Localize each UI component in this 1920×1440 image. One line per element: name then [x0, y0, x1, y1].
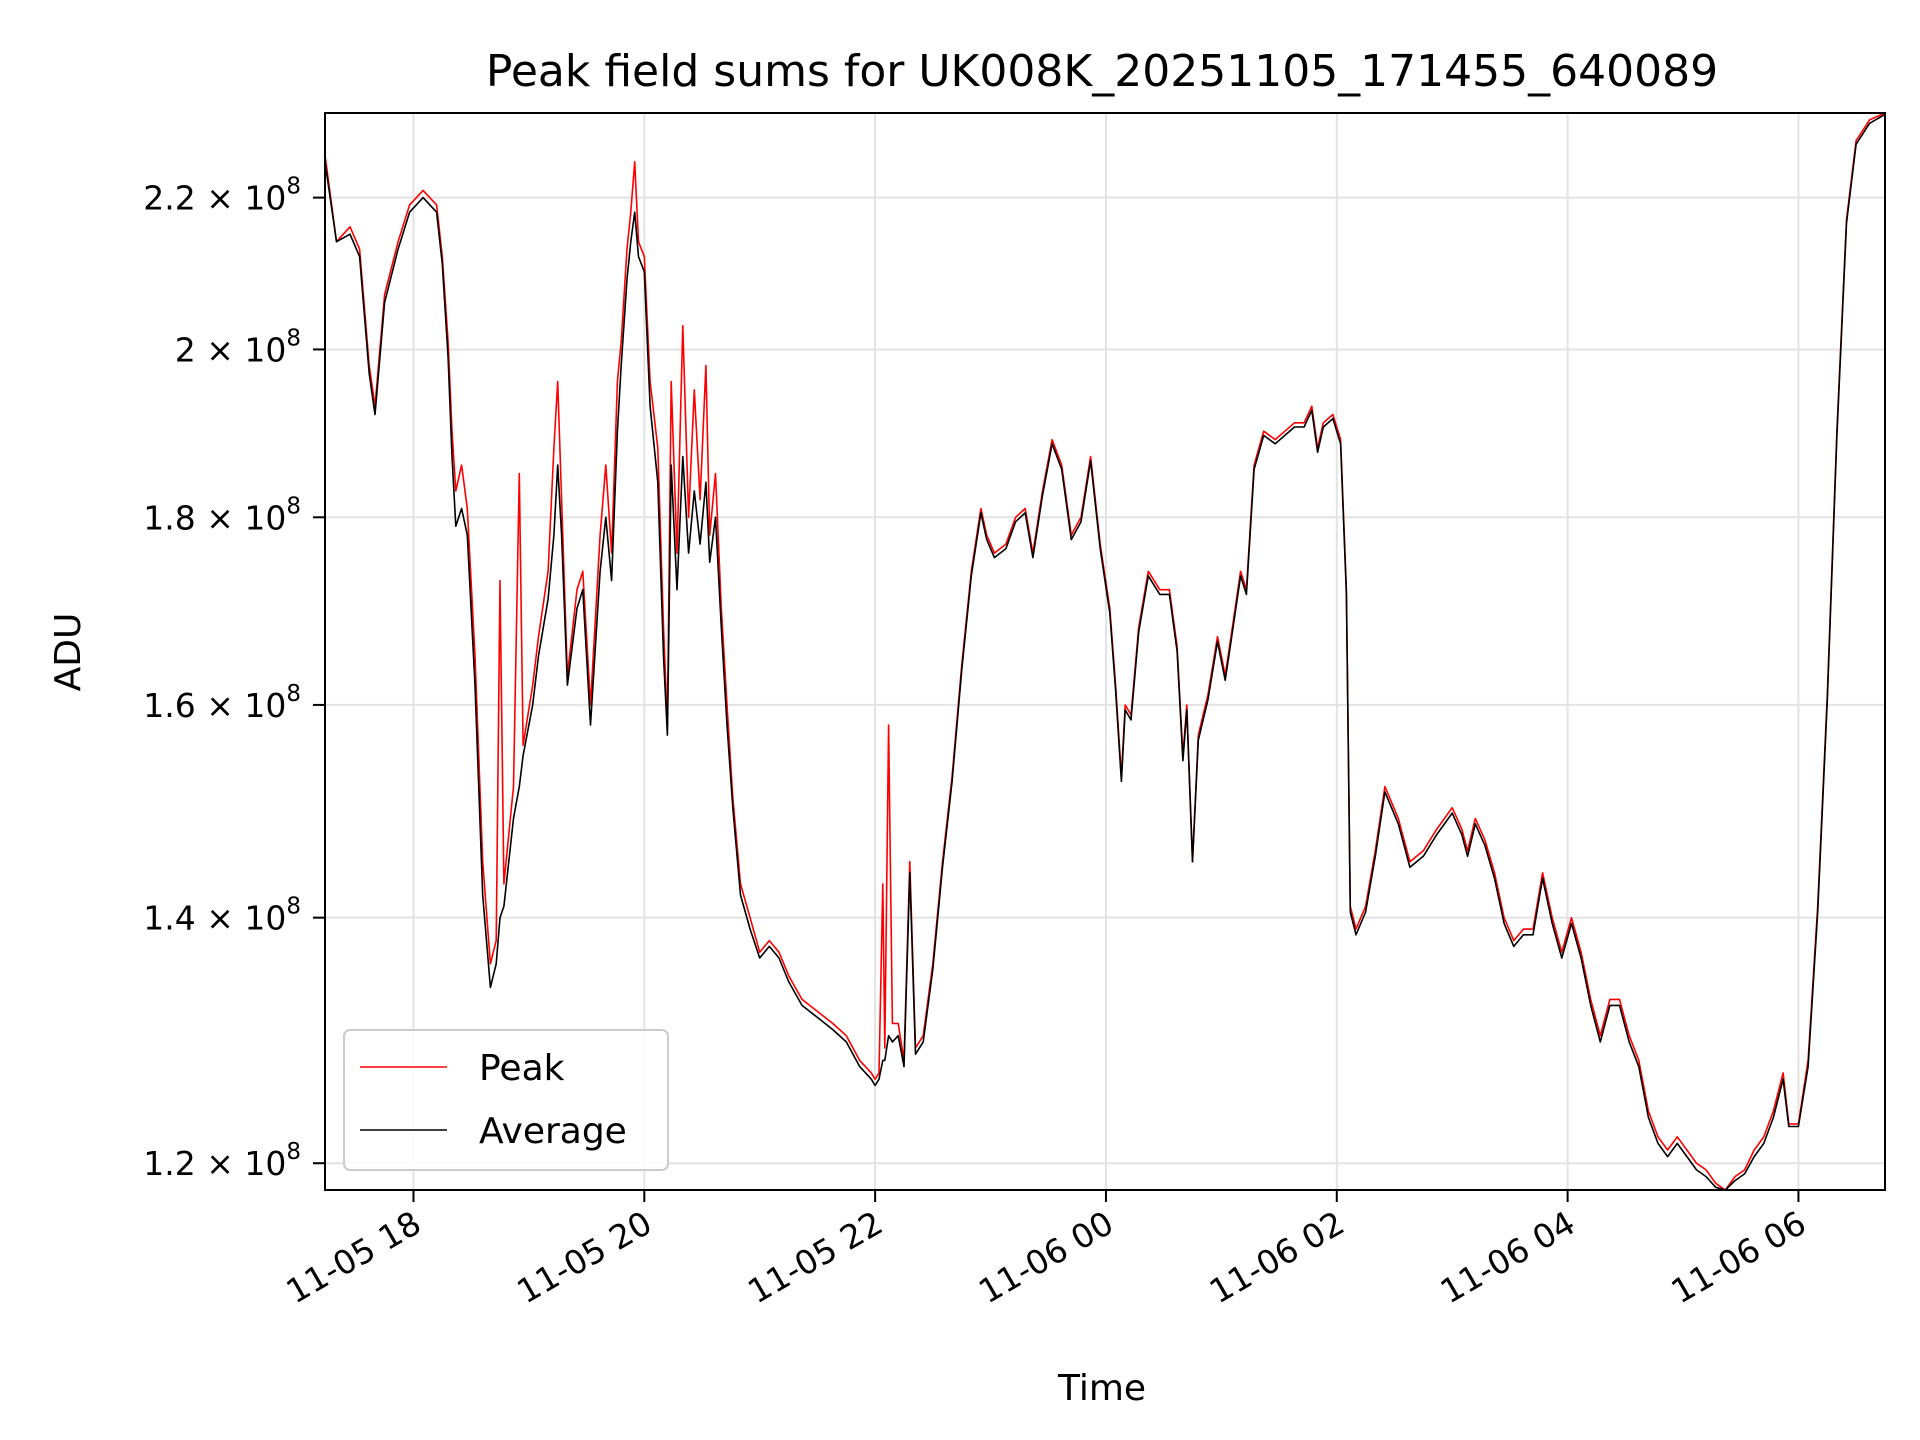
x-axis-label: Time	[1057, 1368, 1146, 1409]
chart-title: Peak field sums for UK008K_20251105_1714…	[486, 46, 1718, 97]
y-tick-label: 2.2 × 108	[143, 174, 301, 218]
legend: Peak Average	[343, 1029, 669, 1171]
y-tick-label: 1.2 × 108	[143, 1139, 301, 1183]
y-tick-label: 2 × 108	[175, 325, 301, 369]
legend-label-average: Average	[479, 1111, 627, 1152]
y-tick-label: 1.4 × 108	[143, 894, 301, 938]
gridlines	[325, 113, 1885, 1190]
y-axis-label: ADU	[48, 613, 89, 692]
y-tick-label: 1.6 × 108	[143, 681, 301, 725]
legend-label-peak: Peak	[479, 1048, 565, 1089]
legend-box	[343, 1029, 669, 1171]
plot-lines	[324, 112, 1886, 1191]
series-line-average	[324, 113, 1886, 1191]
y-tick-label: 1.8 × 108	[143, 493, 301, 537]
y-axis-ticks: 1.2 × 108 1.4 × 108 1.6 × 108 1.8 × 108 2 × …	[143, 174, 325, 1183]
